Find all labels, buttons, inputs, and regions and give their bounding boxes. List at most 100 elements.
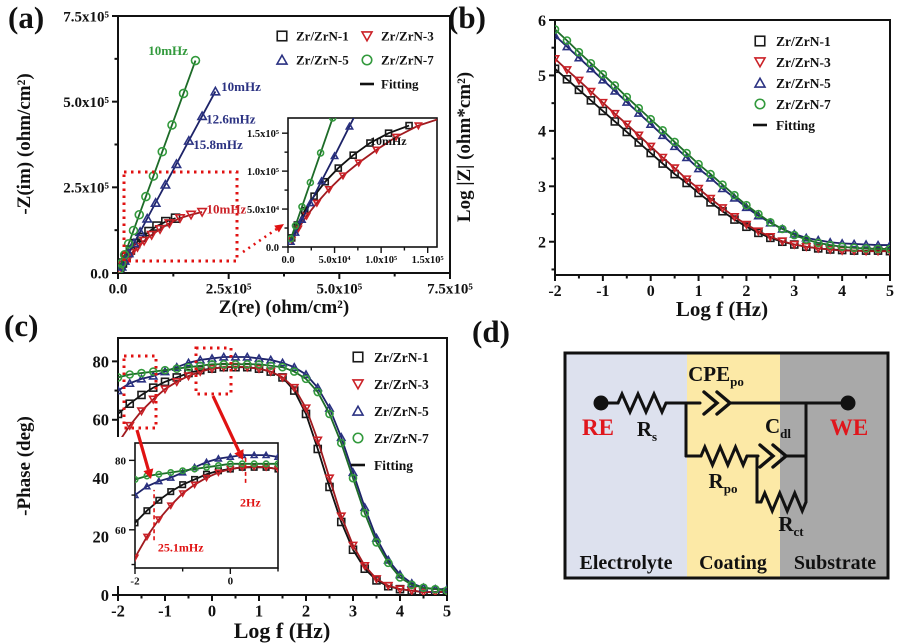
svg-text:1: 1 [255,602,263,621]
panel-a-inset: 0.0 5.0x10⁴ 1.0x10⁵ 1.5x10⁵ 0.0 5.0x10⁴ 1.0x10… [242,110,445,267]
svg-text:-1: -1 [596,283,609,300]
panel-c-inset-annotation: 2Hz [240,496,261,510]
panel-b-label: (b) [448,0,486,35]
circuit-wires [599,390,850,515]
panel-c-inset-axes [129,459,279,574]
region-coating [687,353,780,578]
svg-text:7.5x10⁵: 7.5x10⁵ [63,9,109,25]
panel-c-inset: -2 0 60 80 [109,437,282,587]
svg-text:Zr/ZrN-1: Zr/ZrN-1 [374,350,429,365]
svg-text:Fitting: Fitting [776,118,815,133]
svg-text:2.5x10⁵: 2.5x10⁵ [63,181,109,197]
svg-text:5.0x10⁴: 5.0x10⁴ [319,255,352,266]
svg-text:Fitting: Fitting [381,77,419,92]
panel-b-series-4 [555,25,890,254]
svg-text:80: 80 [115,455,127,467]
panel-c-annotation [211,395,244,460]
svg-text:40: 40 [93,469,110,488]
svg-text:10mHz: 10mHz [207,201,247,216]
svg-text:0.0: 0.0 [90,266,109,282]
svg-text:Zr/ZrN-3: Zr/ZrN-3 [381,29,434,44]
svg-text:Zr/ZrN-1: Zr/ZrN-1 [776,34,831,49]
svg-text:5.0x10⁵: 5.0x10⁵ [316,281,362,297]
panel-a-series-4 [118,55,201,273]
re-terminal-dot [593,395,609,411]
panel-a-x-axis-label: Z(re) (ohm/cm²) [219,297,349,318]
panel-a-annotation: 10mHz [148,43,188,58]
region-electrolyte [565,353,687,578]
rs-label: Rs [637,417,657,444]
svg-text:-2: -2 [111,602,125,621]
panel-a-label: (a) [8,0,45,35]
panel-a-annotation: 15.8mHz [193,137,243,152]
panel-b-series-1 [555,64,890,256]
panel-a-annotation [242,224,284,254]
panel-c-y-axis-label: -Phase (deg) [14,416,35,516]
svg-text:0.0: 0.0 [266,243,279,254]
svg-text:0: 0 [208,602,216,621]
svg-text:15.8mHz: 15.8mHz [193,137,243,152]
svg-text:1: 1 [695,283,703,300]
panel-c: -2 -1 0 1 2 3 4 5 0 20 40 60 80 Log f (Hz) -Phase (deg… [14,337,451,643]
svg-text:10mHz: 10mHz [221,79,261,94]
svg-text:Fitting: Fitting [374,458,413,473]
svg-text:1.5x10⁵: 1.5x10⁵ [412,255,444,266]
cdl-label: Cdl [765,414,791,441]
panel-b-series-2 [555,55,890,257]
svg-text:-2: -2 [548,283,561,300]
svg-text:-2: -2 [130,575,140,587]
panel-c-x-axis-label: Log f (Hz) [234,618,331,643]
svg-text:2: 2 [742,283,750,300]
svg-text:Zr/ZrN-5: Zr/ZrN-5 [374,404,429,419]
panel-a: 0.0 2.5x10⁵ 5.0x10⁵ 7.5x10⁵ 0.0 2.5x10⁵ 5.0x10… [14,9,473,318]
svg-text:0.0: 0.0 [281,255,294,266]
region-label-coating: Coating [699,552,767,574]
region-label-substrate: Substrate [794,552,876,574]
svg-text:3: 3 [790,283,798,300]
svg-text:Zr/ZrN-5: Zr/ZrN-5 [296,53,349,68]
panel-a-tick-labels: 0.0 2.5x10⁵ 5.0x10⁵ 7.5x10⁵ 0.0 2.5x10⁵ 5.0x10… [63,9,473,297]
svg-text:5.0x10⁵: 5.0x10⁵ [63,95,109,111]
svg-text:0: 0 [228,575,234,587]
svg-text:10mHz: 10mHz [148,43,188,58]
svg-text:4: 4 [396,602,404,621]
panel-b-axes [549,19,891,281]
svg-text:10mHz: 10mHz [370,134,407,148]
svg-text:0.0: 0.0 [109,281,128,297]
re-label: RE [582,415,614,440]
panel-a-annotation: 12.6mHz [206,111,256,126]
svg-text:0: 0 [647,283,655,300]
panel-c-series-3 [118,351,447,593]
panel-c-annotation [122,354,158,430]
panel-a-inset-series-4 [288,118,337,243]
cpe-label: CPEpo [688,362,744,389]
svg-text:3: 3 [538,179,546,196]
panel-c-label: (c) [4,308,39,343]
svg-text:2: 2 [302,602,310,621]
circuit-border [563,351,890,580]
panel-c-inset-series-2 [135,463,278,562]
svg-text:4: 4 [538,124,546,141]
panel-a: 0.0 2.5x10⁵ 5.0x10⁵ 7.5x10⁵ 0.0 2.5x10⁵ 5.0x10… [14,9,473,318]
panel-a-inset-tick-labels: 0.0 5.0x10⁴ 1.0x10⁵ 1.5x10⁵ 0.0 5.0x10⁴ 1.0x10… [247,129,444,266]
panel-b-y-axis-label: Log |Z| (ohm*cm²) [454,72,475,222]
svg-text:5: 5 [443,602,451,621]
panel-d: RE WE Rs CPEpo Cdl Rpo Rct Electrolyte Coating Su… [563,351,890,580]
svg-text:12.6mHz: 12.6mHz [206,111,256,126]
panel-a-y-axis-label: -Z(im) (ohm/cm²) [14,73,35,214]
panel-c-inset-annotation: 25.1mHz [158,541,204,555]
svg-text:3: 3 [349,602,357,621]
svg-text:5: 5 [538,68,546,85]
panel-c-legend: Zr/ZrN-1 Zr/ZrN-3 Zr/ZrN-5 Zr/ZrN-7 Fitting [351,350,429,473]
svg-text:0: 0 [101,586,109,605]
svg-text:Zr/ZrN-3: Zr/ZrN-3 [776,55,831,70]
we-label: WE [830,415,868,440]
rpo-label: Rpo [709,469,738,496]
panel-a-annotation: 10mHz [207,201,247,216]
panel-a-annotation [122,170,239,263]
svg-text:25.1mHz: 25.1mHz [158,541,204,555]
panel-a-series-3 [118,85,221,273]
panel-b-legend: Zr/ZrN-1 Zr/ZrN-3 Zr/ZrN-5 Zr/ZrN-7 Fitting [753,34,831,133]
svg-text:60: 60 [115,525,127,537]
panel-b: -2 -1 0 1 2 3 4 5 2 3 4 5 6 Log f (Hz) Log |Z| (ohm*cm… [454,13,894,321]
